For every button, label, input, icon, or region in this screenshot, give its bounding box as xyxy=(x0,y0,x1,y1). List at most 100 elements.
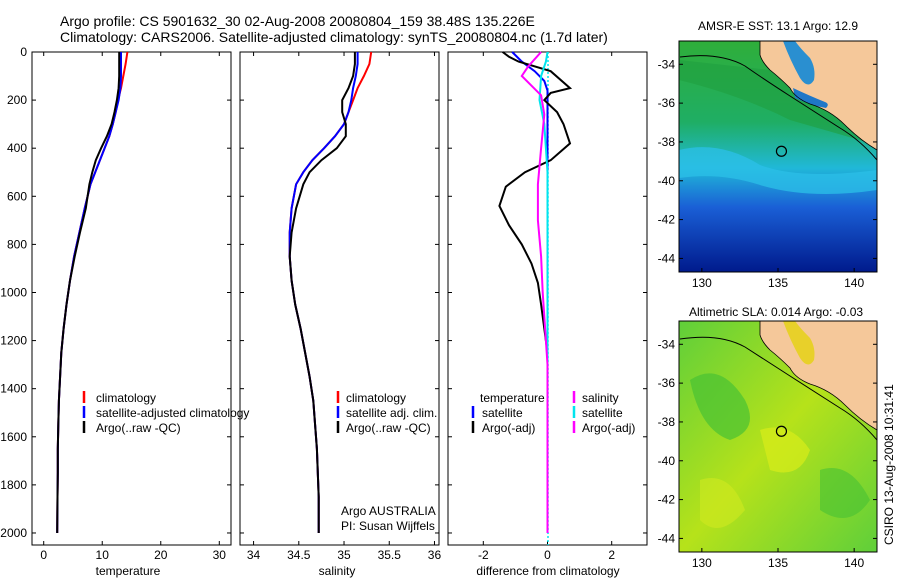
sst-gulf-2 xyxy=(793,88,828,108)
sst-gulf xyxy=(783,41,815,85)
map-y-tick-label: -38 xyxy=(658,135,676,149)
salinity-xlabel: salinity xyxy=(319,564,356,578)
difference-xlabel: difference from climatology xyxy=(476,564,619,578)
depth-tick-label: 1200 xyxy=(0,334,27,348)
sla-map-title: Altimetric SLA: 0.014 Argo: -0.03 xyxy=(689,305,863,319)
sla-patch-2 xyxy=(760,427,810,473)
depth-axis-ticks: 0 200 400 600 800 1000 1200 1400 1600 1800 2000 xyxy=(0,45,647,540)
depth-tick-label: 1400 xyxy=(0,382,27,396)
timestamp-side-text: CSIRO 13-Aug-2008 10:31:41 xyxy=(882,384,896,545)
sst-map-title: AMSR-E SST: 13.1 Argo: 12.9 xyxy=(698,19,858,33)
sst-warm-shelf xyxy=(679,60,877,145)
legend-climatology-label: climatology xyxy=(96,391,156,405)
map-y-tick-label: -34 xyxy=(658,337,676,351)
temperature-panel-frame xyxy=(31,51,232,546)
legend-argo-label: Argo(..raw -QC) xyxy=(96,421,181,435)
map-y-tick-label: -38 xyxy=(658,415,676,429)
salinity-lines xyxy=(288,51,373,533)
sla-patch-3 xyxy=(820,468,870,518)
legend-temp-argo-label: Argo(-adj) xyxy=(482,421,535,435)
legend-argo-label: Argo(..raw -QC) xyxy=(346,421,431,435)
sst-map-xticks: 130 135 140 xyxy=(692,268,864,290)
pi-note: PI: Susan Wijffels xyxy=(341,519,435,533)
legend-satellite-label: satellite-adjusted climatology xyxy=(96,406,249,420)
depth-tick-label: 1000 xyxy=(0,285,27,299)
x-tick-label: 36 xyxy=(428,548,442,562)
temperature-xlabel: temperature xyxy=(96,564,161,578)
x-tick-label: 30 xyxy=(213,548,227,562)
sla-coastline xyxy=(759,321,877,431)
sst-map-yticks: -34 -36 -38 -40 -42 -44 xyxy=(658,57,877,265)
legend-temp-satellite-label: satellite xyxy=(482,406,523,420)
x-tick-label: 0 xyxy=(40,548,47,562)
salinity-panel-frame xyxy=(239,51,440,546)
map-x-tick-label: 130 xyxy=(692,276,712,290)
legend-climatology-label: climatology xyxy=(346,391,406,405)
depth-tick-label: 600 xyxy=(7,189,27,203)
temperature-legend: climatology satellite-adjusted climatolo… xyxy=(82,391,249,435)
x-tick-label: 10 xyxy=(96,548,110,562)
map-y-tick-label: -40 xyxy=(658,174,676,188)
sst-float-marker xyxy=(775,145,788,157)
sst-land xyxy=(760,41,877,150)
map-x-tick-label: 135 xyxy=(768,556,788,570)
legend-temperature-title: temperature xyxy=(480,391,545,405)
x-tick-label: 20 xyxy=(154,548,168,562)
depth-tick-label: 400 xyxy=(7,141,27,155)
difference-legend: temperature satellite Argo(-adj) salinit… xyxy=(471,391,635,435)
sla-gulf xyxy=(783,321,815,365)
map-y-tick-label: -36 xyxy=(658,96,676,110)
map-y-tick-label: -44 xyxy=(658,251,676,265)
map-x-tick-label: 140 xyxy=(844,276,864,290)
legend-sal-satellite-label: satellite xyxy=(582,406,623,420)
sla-patch-1 xyxy=(690,373,750,440)
series-line-satellite-adj-clim- xyxy=(288,52,359,533)
sla-float-marker xyxy=(775,425,788,437)
sla-map-xticks: 130 135 140 xyxy=(692,548,864,570)
map-y-tick-label: -36 xyxy=(658,376,676,390)
argo-australia-note: Argo AUSTRALIA xyxy=(341,504,436,518)
x-tick-label: 34.5 xyxy=(287,548,311,562)
series-line-climatology xyxy=(288,51,373,533)
map-x-tick-label: 130 xyxy=(692,556,712,570)
series-line-argo-raw-qc- xyxy=(288,52,356,533)
depth-tick-label: 2000 xyxy=(0,526,27,540)
sla-map xyxy=(679,321,877,552)
sla-isobath xyxy=(679,336,877,441)
depth-tick-label: 1800 xyxy=(0,478,27,492)
x-tick-label: 35.5 xyxy=(378,548,402,562)
map-x-tick-label: 135 xyxy=(768,276,788,290)
x-tick-label: 34 xyxy=(247,548,261,562)
map-x-tick-label: 140 xyxy=(844,556,864,570)
salinity-legend: climatology satellite adj. clim. Argo(..… xyxy=(336,391,437,435)
map-y-tick-label: -42 xyxy=(658,493,676,507)
sla-map-yticks: -34 -36 -38 -40 -42 -44 xyxy=(658,337,877,545)
x-tick-label: 35 xyxy=(337,548,351,562)
series-line-argo-raw-qc- xyxy=(56,52,121,534)
map-y-tick-label: -40 xyxy=(658,454,676,468)
depth-tick-label: 200 xyxy=(7,93,27,107)
series-line-salinity-argo-adj- xyxy=(520,51,549,533)
temperature-x-ticks: 0 10 20 30 xyxy=(40,52,226,562)
x-tick-label: -2 xyxy=(478,548,489,562)
legend-salinity-title: salinity xyxy=(582,391,619,405)
difference-lines xyxy=(498,51,573,545)
depth-tick-label: 0 xyxy=(20,45,27,59)
x-tick-label: 2 xyxy=(608,548,615,562)
sst-map xyxy=(679,41,877,272)
sla-land xyxy=(760,321,877,430)
depth-tick-label: 800 xyxy=(7,237,27,251)
salinity-x-ticks: 34 34.5 35 35.5 36 xyxy=(247,52,442,562)
series-line-temperature-argo-adj- xyxy=(498,51,573,533)
map-y-tick-label: -34 xyxy=(658,57,676,71)
legend-satellite-label: satellite adj. clim. xyxy=(346,406,437,420)
map-y-tick-label: -42 xyxy=(658,213,676,227)
map-y-tick-label: -44 xyxy=(658,531,676,545)
figure-title-line-1: Argo profile: CS 5901632_30 02-Aug-2008 … xyxy=(60,13,535,29)
x-tick-label: 0 xyxy=(544,548,551,562)
sst-cool-band xyxy=(679,147,877,194)
sla-patch-4 xyxy=(700,478,745,528)
depth-tick-label: 1600 xyxy=(0,430,27,444)
temperature-lines xyxy=(56,51,129,534)
